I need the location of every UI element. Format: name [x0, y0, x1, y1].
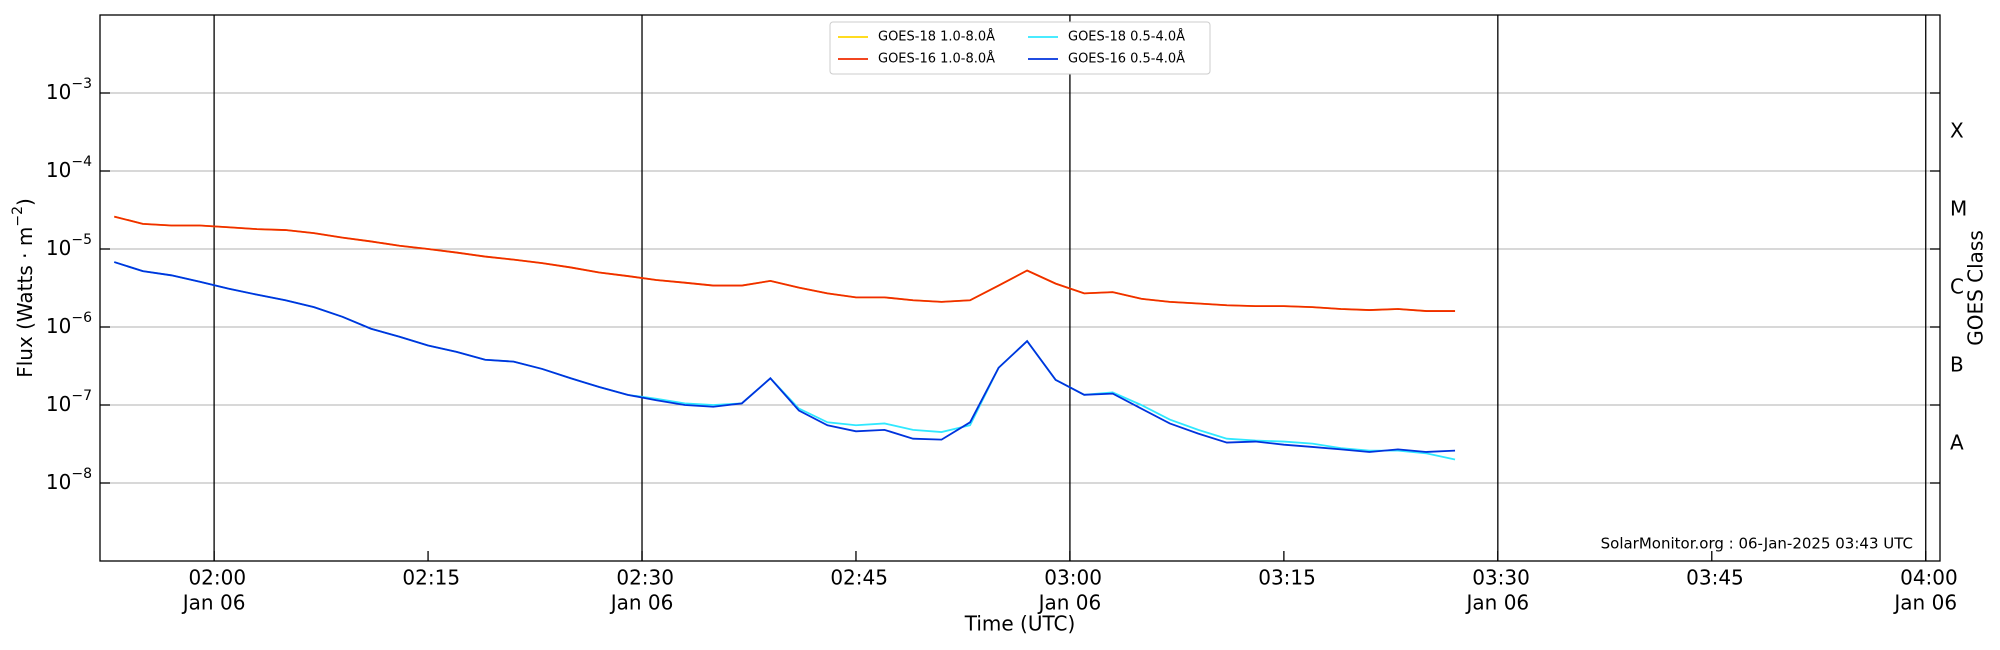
y2-tick-label: B: [1950, 353, 1964, 377]
y-axis-label-exponent: −2: [10, 206, 26, 227]
x-tick-date: Jan 06: [1465, 591, 1530, 615]
y-tick-base: 10: [46, 80, 71, 104]
legend-label: GOES-16 1.0-8.0Å: [878, 51, 995, 67]
x-tick-label: 02:30: [616, 566, 674, 590]
x-tick-label: 03:00: [1044, 566, 1102, 590]
series-line: [113, 261, 1456, 453]
x-tick-label: 02:15: [402, 566, 460, 590]
y-tick-label: 10−8: [46, 466, 92, 494]
x-tick-date: Jan 06: [181, 591, 246, 615]
x-tick-label: 04:00: [1900, 566, 1958, 590]
y-tick-label: 10−6: [46, 310, 92, 338]
y-tick-base: 10: [46, 392, 71, 416]
series-line: [113, 261, 1456, 461]
legend-box: [829, 21, 1211, 75]
legend-label: GOES-16 0.5-4.0Å: [1068, 51, 1185, 67]
y2-tick-label: M: [1950, 197, 1967, 221]
y-tick-label: 10−7: [46, 388, 92, 416]
y-tick-label: 10−5: [46, 232, 92, 260]
x-tick-date: Jan 06: [609, 591, 674, 615]
x-tick-date: Jan 06: [1037, 591, 1102, 615]
y-tick-exponent: −4: [71, 154, 92, 170]
x-tick-date: Jan 06: [1892, 591, 1957, 615]
plot-frame: [99, 14, 1941, 562]
y-tick-base: 10: [46, 158, 71, 182]
y-tick-base: 10: [46, 236, 71, 260]
legend-label: GOES-18 1.0-8.0Å: [878, 29, 995, 45]
x-tick-label: 03:30: [1472, 566, 1530, 590]
y-tick-exponent: −5: [71, 232, 92, 248]
y2-axis-label: GOES Class: [1964, 230, 1988, 346]
x-tick-label: 02:00: [188, 566, 246, 590]
y-tick-exponent: −8: [71, 466, 92, 482]
series-line: [114, 215, 1456, 312]
y-tick-exponent: −6: [71, 310, 92, 326]
y2-tick-label: A: [1950, 431, 1964, 455]
y-axis-label: Flux (Watts · m−2): [10, 198, 37, 378]
x-axis-label: Time (UTC): [964, 612, 1076, 636]
y-tick-exponent: −3: [71, 76, 92, 92]
y-tick-base: 10: [46, 470, 71, 494]
series-line: [114, 215, 1456, 312]
y-axis-label-text: Flux (Watts · m: [13, 227, 37, 378]
y-axis-label-suffix: ): [13, 198, 37, 206]
annotation: SolarMonitor.org : 06-Jan-2025 03:43 UTC: [1601, 535, 1913, 553]
legend-label: GOES-18 0.5-4.0Å: [1068, 29, 1185, 45]
y2-tick-label: C: [1950, 275, 1964, 299]
x-tick-label: 03:15: [1258, 566, 1316, 590]
y2-tick-label: X: [1950, 119, 1964, 143]
x-tick-label: 02:45: [830, 566, 888, 590]
y-tick-exponent: −7: [71, 388, 92, 404]
x-tick-label: 03:45: [1686, 566, 1744, 590]
y-tick-label: 10−3: [46, 76, 92, 104]
y-tick-label: 10−4: [46, 154, 92, 182]
y-tick-base: 10: [46, 314, 71, 338]
